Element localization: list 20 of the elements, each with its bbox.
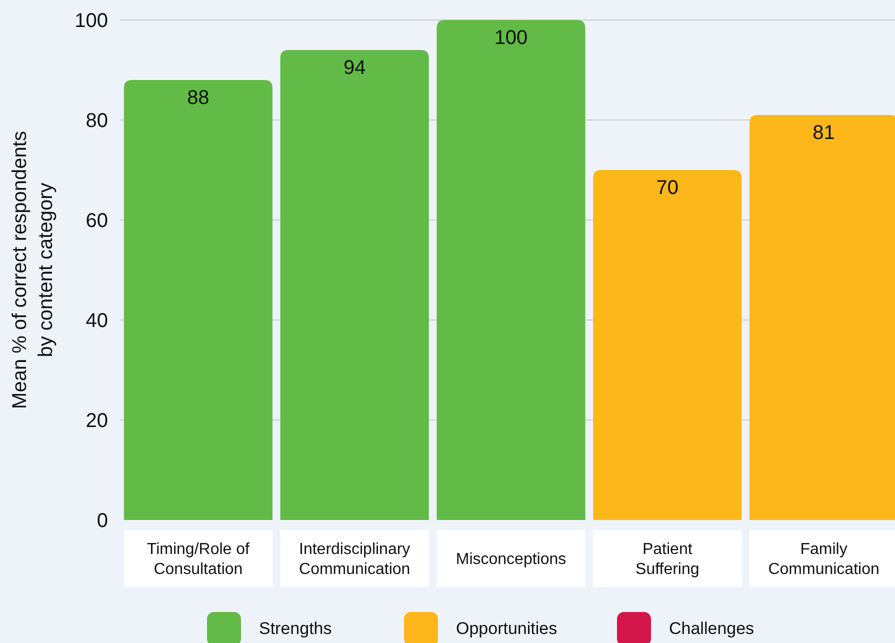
- y-tick-label: 80: [86, 110, 108, 132]
- y-tick-label: 40: [86, 310, 108, 332]
- data-label: 94: [343, 57, 366, 79]
- legend-label: Opportunities: [456, 619, 558, 638]
- x-tick-label: Family Communication: [768, 541, 880, 578]
- y-tick-label: 60: [86, 210, 108, 232]
- legend-label: Challenges: [669, 619, 754, 638]
- legend-label: Strengths: [259, 619, 332, 638]
- y-tick-label: 100: [74, 10, 108, 32]
- x-tick-label: Interdisciplinary Communication: [299, 541, 410, 578]
- x-tick-label: Patient Suffering: [636, 541, 700, 578]
- data-label: 70: [656, 177, 679, 199]
- data-label: 88: [187, 87, 210, 109]
- y-axis-title: Mean % of correct respondents by content category: [9, 131, 57, 409]
- data-label: 100: [494, 27, 528, 49]
- x-tick-label: Timing/Role of Consultation: [146, 541, 250, 578]
- y-tick-label: 0: [96, 510, 108, 532]
- y-tick-label: 20: [86, 410, 108, 432]
- data-label: 81: [812, 122, 835, 144]
- x-tick-label: Misconceptions: [456, 551, 566, 568]
